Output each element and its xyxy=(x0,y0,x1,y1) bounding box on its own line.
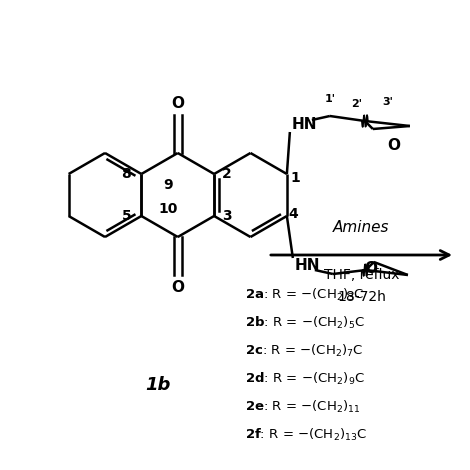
Text: 18-72h: 18-72h xyxy=(337,290,386,304)
Text: O: O xyxy=(364,261,377,276)
Text: HN: HN xyxy=(292,117,317,132)
Text: 9: 9 xyxy=(163,178,172,192)
Text: THF, reflux: THF, reflux xyxy=(324,268,399,282)
Text: $\mathbf{2f}$: R = $-$(CH$_2$)$_{13}$C: $\mathbf{2f}$: R = $-$(CH$_2$)$_{13}$C xyxy=(245,427,367,443)
Text: HN: HN xyxy=(295,258,321,274)
Text: O: O xyxy=(171,95,184,110)
Text: 1: 1 xyxy=(291,171,301,185)
Text: 10: 10 xyxy=(158,202,178,216)
Text: $\mathbf{2d}$: R = $-$(CH$_2$)$_9$C: $\mathbf{2d}$: R = $-$(CH$_2$)$_9$C xyxy=(245,371,365,387)
Text: $\mathbf{2a}$: R = $-$(CH$_2$)$_3$C: $\mathbf{2a}$: R = $-$(CH$_2$)$_3$C xyxy=(245,287,365,303)
Text: $\mathbf{2b}$: R = $-$(CH$_2$)$_5$C: $\mathbf{2b}$: R = $-$(CH$_2$)$_5$C xyxy=(245,315,365,331)
Text: O: O xyxy=(387,138,400,153)
Text: 4: 4 xyxy=(289,207,298,221)
Text: $\mathbf{2e}$: R = $-$(CH$_2$)$_{11}$: $\mathbf{2e}$: R = $-$(CH$_2$)$_{11}$ xyxy=(245,399,360,415)
Text: 3': 3' xyxy=(383,97,393,107)
Text: 8: 8 xyxy=(122,167,132,181)
Text: $\mathbf{2c}$: R = $-$(CH$_2$)$_7$C: $\mathbf{2c}$: R = $-$(CH$_2$)$_7$C xyxy=(245,343,363,359)
Text: 5: 5 xyxy=(122,209,132,223)
Text: 3: 3 xyxy=(222,209,232,223)
Text: 2: 2 xyxy=(222,167,232,181)
Text: O: O xyxy=(171,280,184,295)
Text: 1': 1' xyxy=(324,94,336,104)
Text: 1b: 1b xyxy=(145,376,171,394)
Text: 2': 2' xyxy=(352,99,362,109)
Text: Amines: Amines xyxy=(333,219,390,235)
